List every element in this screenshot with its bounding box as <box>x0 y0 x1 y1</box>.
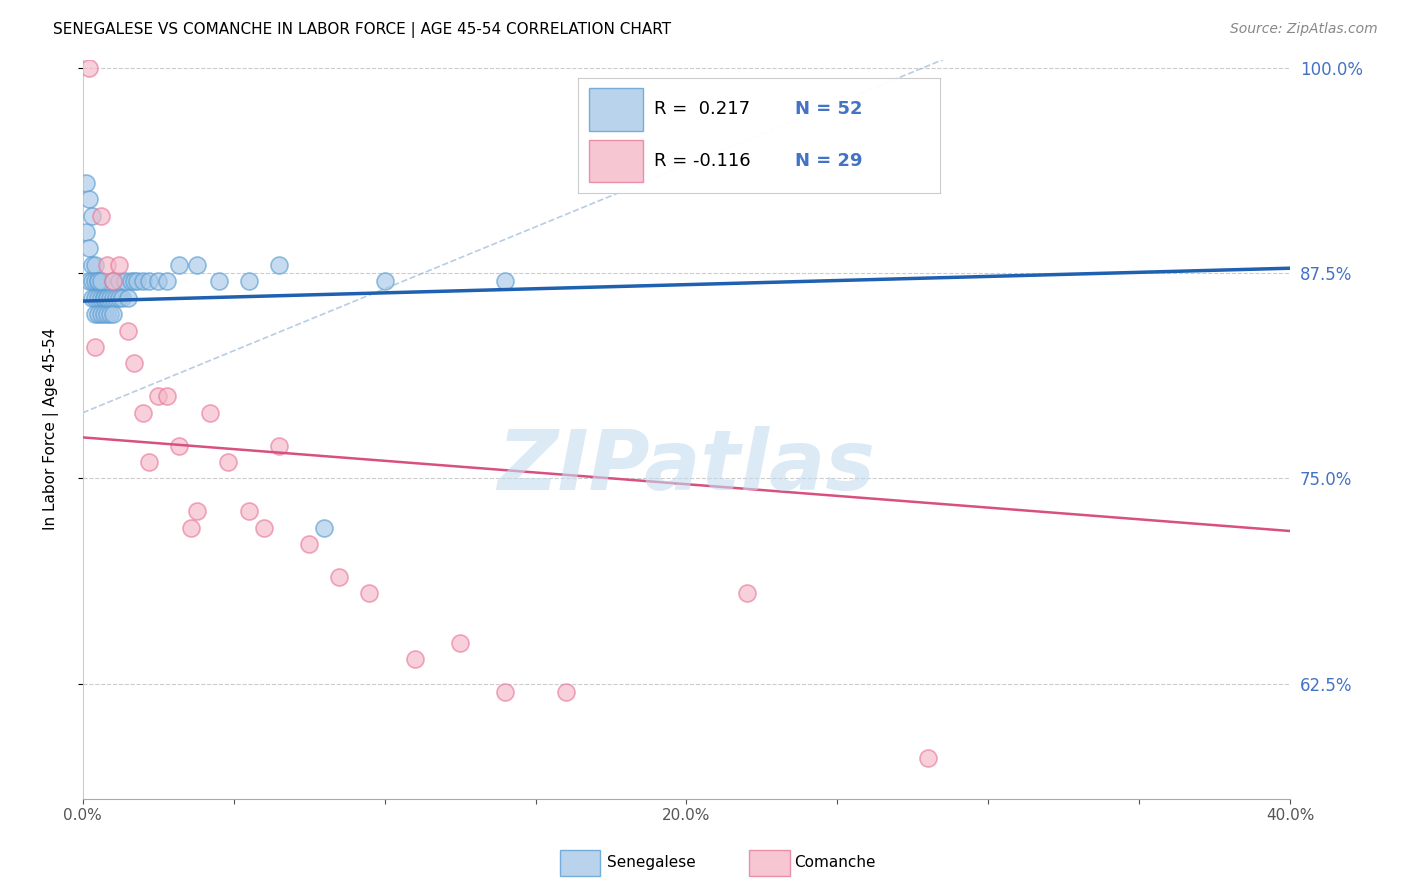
Point <box>122 356 145 370</box>
Point <box>111 291 134 305</box>
Point <box>108 258 131 272</box>
Point <box>80 258 103 272</box>
Point <box>87 274 110 288</box>
Point <box>169 258 191 272</box>
Point <box>169 439 191 453</box>
Point <box>75 176 97 190</box>
Y-axis label: In Labor Force | Age 45-54: In Labor Force | Age 45-54 <box>44 328 59 531</box>
Point <box>117 324 139 338</box>
Point <box>83 291 105 305</box>
Point <box>735 586 758 600</box>
Point <box>122 274 145 288</box>
Point <box>83 340 105 354</box>
Point <box>90 274 112 288</box>
Point <box>314 521 336 535</box>
Point <box>132 274 155 288</box>
Point <box>80 291 103 305</box>
Point <box>494 274 516 288</box>
Point <box>75 225 97 239</box>
Point <box>93 291 115 305</box>
Point <box>186 258 208 272</box>
Point <box>253 521 276 535</box>
Point <box>96 291 118 305</box>
Point <box>101 291 124 305</box>
Point <box>217 455 239 469</box>
Point <box>186 504 208 518</box>
Point <box>917 750 939 764</box>
Point <box>87 291 110 305</box>
Point <box>328 570 350 584</box>
Point <box>101 274 124 288</box>
Point <box>117 291 139 305</box>
Point <box>114 274 136 288</box>
Point <box>104 291 127 305</box>
Point <box>138 455 160 469</box>
Point <box>96 291 118 305</box>
Point <box>83 274 105 288</box>
Point <box>80 209 103 223</box>
Text: SENEGALESE VS COMANCHE IN LABOR FORCE | AGE 45-54 CORRELATION CHART: SENEGALESE VS COMANCHE IN LABOR FORCE | … <box>53 22 672 38</box>
Point <box>404 652 426 666</box>
Point <box>298 537 321 551</box>
Point <box>238 504 260 518</box>
Point <box>148 389 170 403</box>
Point <box>156 274 179 288</box>
Point <box>77 242 100 256</box>
Text: ZIPatlas: ZIPatlas <box>498 425 876 507</box>
Point <box>77 61 100 75</box>
Point <box>83 307 105 321</box>
Point <box>77 274 100 288</box>
Point <box>148 274 170 288</box>
Point <box>93 291 115 305</box>
Text: Senegalese: Senegalese <box>607 855 696 870</box>
Point <box>98 291 121 305</box>
Point <box>125 274 148 288</box>
Point <box>90 307 112 321</box>
Point <box>238 274 260 288</box>
Point <box>80 274 103 288</box>
Text: Comanche: Comanche <box>794 855 876 870</box>
Point <box>87 274 110 288</box>
Point <box>90 209 112 223</box>
Point <box>374 274 396 288</box>
Point <box>98 307 121 321</box>
Point <box>449 636 471 650</box>
Point <box>101 274 124 288</box>
Point <box>90 291 112 305</box>
Point <box>96 307 118 321</box>
Point <box>156 389 179 403</box>
Point <box>87 307 110 321</box>
Point <box>267 439 290 453</box>
Point <box>93 307 115 321</box>
Point <box>101 307 124 321</box>
Point <box>207 274 229 288</box>
Point <box>138 274 160 288</box>
Point <box>132 406 155 420</box>
Point <box>359 586 381 600</box>
Point <box>267 258 290 272</box>
Point <box>120 274 142 288</box>
Point <box>77 192 100 206</box>
Point <box>96 258 118 272</box>
Point <box>198 406 221 420</box>
Point <box>494 685 516 699</box>
Point <box>180 521 202 535</box>
Point <box>108 274 131 288</box>
Point <box>554 685 576 699</box>
Text: Source: ZipAtlas.com: Source: ZipAtlas.com <box>1230 22 1378 37</box>
Point <box>83 258 105 272</box>
Point <box>108 291 131 305</box>
